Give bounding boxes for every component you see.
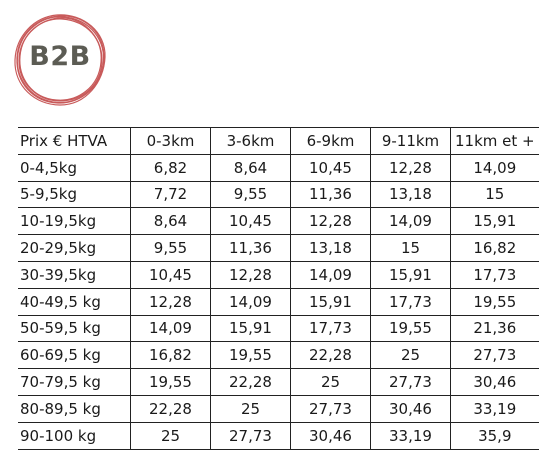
price-cell: 30,46 [290, 422, 371, 450]
table-body: 0-4,5kg 6,82 8,64 10,45 12,28 14,09 5-9,5kg 7,7… [18, 154, 539, 450]
price-cell: 17,73 [290, 315, 371, 343]
price-cell: 22,28 [210, 368, 291, 396]
price-cell: 27,73 [290, 395, 371, 423]
price-cell: 11,36 [290, 181, 371, 209]
price-cell: 10,45 [290, 154, 371, 182]
weight-cell: 50-59,5 kg [18, 315, 131, 343]
b2b-logo: B2B [10, 10, 110, 110]
price-cell: 15,91 [290, 288, 371, 316]
price-table: Prix € HTVA 0-3km 3-6km 6-9km 9-11km 11k… [18, 127, 539, 450]
price-cell: 25 [210, 395, 291, 423]
price-cell: 8,64 [130, 207, 211, 236]
price-cell: 10,45 [210, 207, 291, 236]
weight-cell: 20-29,5kg [18, 234, 131, 262]
weight-cell: 5-9,5kg [18, 181, 131, 209]
header-cell: 0-3km [130, 127, 211, 155]
table-row: 5-9,5kg 7,72 9,55 11,36 13,18 15 [18, 181, 539, 209]
price-cell: 16,82 [130, 341, 211, 370]
header-row: Prix € HTVA 0-3km 3-6km 6-9km 9-11km 11k… [18, 127, 539, 155]
price-cell: 27,73 [210, 422, 291, 450]
price-cell: 14,09 [370, 207, 451, 236]
weight-cell: 80-89,5 kg [18, 395, 131, 423]
price-cell: 30,46 [370, 395, 451, 423]
price-cell: 35,9 [449, 422, 539, 450]
table-row: 0-4,5kg 6,82 8,64 10,45 12,28 14,09 [18, 154, 539, 182]
weight-cell: 30-39,5kg [18, 261, 131, 289]
header-cell: 11km et + [449, 127, 539, 155]
weight-cell: 60-69,5 kg [18, 341, 131, 370]
price-cell: 27,73 [370, 368, 451, 396]
price-cell: 6,82 [130, 154, 211, 182]
table-row: 80-89,5 kg 22,28 25 27,73 30,46 33,19 [18, 395, 539, 423]
price-cell: 21,36 [449, 315, 539, 343]
table-row: 40-49,5 kg 12,28 14,09 15,91 17,73 19,55 [18, 288, 539, 316]
price-cell: 19,55 [130, 368, 211, 396]
price-cell: 27,73 [449, 341, 539, 370]
price-cell: 13,18 [290, 234, 371, 262]
price-cell: 14,09 [449, 154, 539, 182]
price-cell: 12,28 [210, 261, 291, 289]
price-cell: 22,28 [290, 341, 371, 370]
table-row: 10-19,5kg 8,64 10,45 12,28 14,09 15,91 [18, 207, 539, 236]
weight-cell: 40-49,5 kg [18, 288, 131, 316]
price-cell: 7,72 [130, 181, 211, 209]
price-cell: 14,09 [130, 315, 211, 343]
price-cell: 15 [370, 234, 451, 262]
weight-cell: 0-4,5kg [18, 154, 131, 182]
price-cell: 12,28 [130, 288, 211, 316]
price-cell: 19,55 [449, 288, 539, 316]
price-cell: 8,64 [210, 154, 291, 182]
price-cell: 14,09 [290, 261, 371, 289]
price-cell: 17,73 [449, 261, 539, 289]
weight-cell: 70-79,5 kg [18, 368, 131, 396]
price-cell: 9,55 [210, 181, 291, 209]
price-cell: 33,19 [370, 422, 451, 450]
table-row: 50-59,5 kg 14,09 15,91 17,73 19,55 21,36 [18, 315, 539, 343]
price-cell: 16,82 [449, 234, 539, 262]
price-cell: 10,45 [130, 261, 211, 289]
price-cell: 13,18 [370, 181, 451, 209]
weight-cell: 90-100 kg [18, 422, 131, 450]
price-cell: 25 [290, 368, 371, 396]
price-cell: 25 [370, 341, 451, 370]
price-cell: 15,91 [449, 207, 539, 236]
price-cell: 11,36 [210, 234, 291, 262]
price-cell: 14,09 [210, 288, 291, 316]
table-row: 90-100 kg 25 27,73 30,46 33,19 35,9 [18, 422, 539, 450]
price-cell: 19,55 [210, 341, 291, 370]
price-cell: 25 [130, 422, 211, 450]
header-cell: 3-6km [210, 127, 291, 155]
header-cell: Prix € HTVA [18, 127, 131, 155]
table-row: 20-29,5kg 9,55 11,36 13,18 15 16,82 [18, 234, 539, 262]
price-cell: 15,91 [370, 261, 451, 289]
price-cell: 17,73 [370, 288, 451, 316]
table-row: 70-79,5 kg 19,55 22,28 25 27,73 30,46 [18, 368, 539, 396]
price-cell: 9,55 [130, 234, 211, 262]
price-cell: 33,19 [449, 395, 539, 423]
price-cell: 15 [449, 181, 539, 209]
header-cell: 6-9km [290, 127, 371, 155]
price-cell: 19,55 [370, 315, 451, 343]
scribble-ring-icon [14, 14, 106, 106]
table-row: 60-69,5 kg 16,82 19,55 22,28 25 27,73 [18, 341, 539, 370]
table-row: 30-39,5kg 10,45 12,28 14,09 15,91 17,73 [18, 261, 539, 289]
header-cell: 9-11km [370, 127, 451, 155]
price-cell: 12,28 [290, 207, 371, 236]
weight-cell: 10-19,5kg [18, 207, 131, 236]
price-cell: 22,28 [130, 395, 211, 423]
price-cell: 12,28 [370, 154, 451, 182]
logo-text: B2B [29, 41, 91, 72]
price-cell: 30,46 [449, 368, 539, 396]
price-cell: 15,91 [210, 315, 291, 343]
